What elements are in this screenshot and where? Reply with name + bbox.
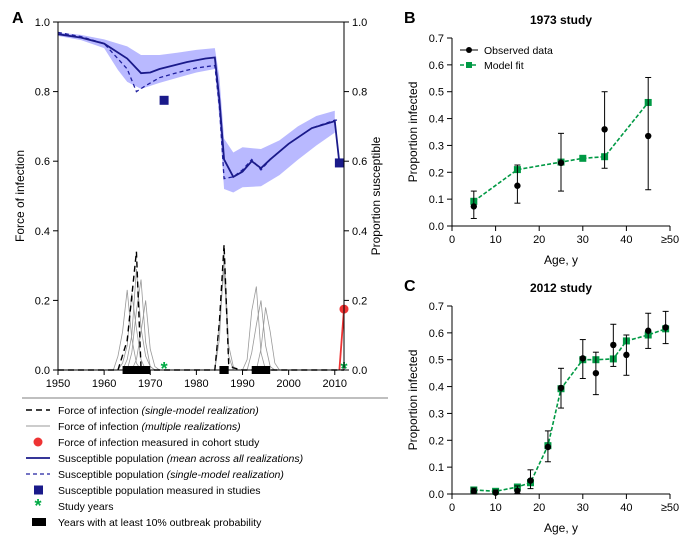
panel-a-chart: * * 1950 1960 1970 1980 1990 2000 2010 0.0 0.0 0.2 0… xyxy=(10,10,390,545)
svg-text:2012 study: 2012 study xyxy=(530,281,592,295)
svg-text:0.5: 0.5 xyxy=(429,87,444,99)
svg-text:1.0: 1.0 xyxy=(352,17,367,29)
svg-text:Susceptible population measure: Susceptible population measured in studi… xyxy=(58,485,261,497)
svg-text:Proportion infected: Proportion infected xyxy=(406,82,420,183)
svg-text:0.4: 0.4 xyxy=(352,226,367,238)
svg-text:0.0: 0.0 xyxy=(429,221,444,233)
svg-text:Years with at least 10% outbre: Years with at least 10% outbreak probabi… xyxy=(58,517,262,529)
svg-text:1973 study: 1973 study xyxy=(530,13,592,27)
svg-text:1990: 1990 xyxy=(230,378,254,390)
svg-text:0.4: 0.4 xyxy=(429,114,444,126)
svg-text:40: 40 xyxy=(620,502,632,514)
svg-text:0.3: 0.3 xyxy=(429,408,444,420)
panel-b-label: B xyxy=(404,10,416,28)
svg-text:0.2: 0.2 xyxy=(352,295,367,307)
svg-text:1960: 1960 xyxy=(92,378,116,390)
svg-text:0.3: 0.3 xyxy=(429,140,444,152)
svg-text:0.6: 0.6 xyxy=(352,156,367,168)
svg-text:20: 20 xyxy=(533,502,545,514)
svg-text:0.0: 0.0 xyxy=(429,489,444,501)
svg-text:Force of infection measured in: Force of infection measured in cohort st… xyxy=(58,437,260,449)
svg-text:0.6: 0.6 xyxy=(429,328,444,340)
svg-text:10: 10 xyxy=(489,502,501,514)
svg-text:*: * xyxy=(34,496,41,516)
svg-text:0: 0 xyxy=(449,234,455,246)
svg-text:0.6: 0.6 xyxy=(35,156,50,168)
small-chart: 1973 study 0 10 20 30 40 ≥50 0.0 0.1 0.2 0.3 0.4 0.5… xyxy=(402,10,682,270)
svg-text:0.8: 0.8 xyxy=(35,87,50,99)
svg-text:0.5: 0.5 xyxy=(429,355,444,367)
svg-text:0.7: 0.7 xyxy=(429,33,444,45)
svg-text:Age, y: Age, y xyxy=(544,521,578,535)
svg-text:1950: 1950 xyxy=(46,378,70,390)
svg-text:0.0: 0.0 xyxy=(352,365,367,377)
svg-text:0.4: 0.4 xyxy=(35,226,50,238)
svg-text:0.2: 0.2 xyxy=(429,435,444,447)
svg-text:1970: 1970 xyxy=(138,378,162,390)
svg-text:30: 30 xyxy=(577,502,589,514)
panel-c: C 2012 study 0 10 20 30 40 ≥50 0.0 0.1 0.2 0.3 0.4 0… xyxy=(402,278,686,538)
svg-text:*: * xyxy=(161,359,168,379)
panel-c-label: C xyxy=(404,278,416,296)
svg-text:0.7: 0.7 xyxy=(429,301,444,313)
svg-text:Age, y: Age, y xyxy=(544,253,578,267)
svg-text:0.2: 0.2 xyxy=(429,167,444,179)
svg-text:0.1: 0.1 xyxy=(429,194,444,206)
small-chart: 2012 study 0 10 20 30 40 ≥50 0.0 0.1 0.2 0.3 0.4 0.5… xyxy=(402,278,682,538)
svg-text:2010: 2010 xyxy=(323,378,347,390)
svg-text:Force of infection: Force of infection xyxy=(13,150,27,242)
svg-text:0.2: 0.2 xyxy=(35,295,50,307)
svg-text:1980: 1980 xyxy=(184,378,208,390)
svg-text:0.1: 0.1 xyxy=(429,462,444,474)
panel-b: B 1973 study 0 10 20 30 40 ≥50 0.0 0.1 0.2 0.3 0.4 0… xyxy=(402,10,686,270)
svg-text:Force of infection (multiple r: Force of infection (multiple realization… xyxy=(58,421,241,433)
svg-text:Susceptible population (single: Susceptible population (single-model rea… xyxy=(58,469,284,481)
svg-text:1.0: 1.0 xyxy=(35,17,50,29)
svg-text:Proportion infected: Proportion infected xyxy=(406,350,420,451)
svg-text:10: 10 xyxy=(489,234,501,246)
svg-text:0.6: 0.6 xyxy=(429,60,444,72)
svg-text:0.4: 0.4 xyxy=(429,382,444,394)
svg-text:Observed data: Observed data xyxy=(484,45,553,57)
svg-text:20: 20 xyxy=(533,234,545,246)
svg-text:Force of infection (single-mod: Force of infection (single-model realiza… xyxy=(58,405,259,417)
svg-text:Study years: Study years xyxy=(58,501,113,513)
panel-a-label: A xyxy=(12,10,24,28)
svg-text:0.0: 0.0 xyxy=(35,365,50,377)
panel-a: A * * 1950 1960 1970 1980 1990 2000 2010 0.0 0.0 0.… xyxy=(10,10,402,545)
svg-text:Proportion susceptible: Proportion susceptible xyxy=(369,136,383,255)
svg-text:0: 0 xyxy=(449,502,455,514)
svg-text:0.8: 0.8 xyxy=(352,87,367,99)
svg-text:30: 30 xyxy=(577,234,589,246)
svg-text:≥50: ≥50 xyxy=(661,234,679,246)
svg-text:Susceptible population (mean a: Susceptible population (mean across all … xyxy=(58,453,303,465)
svg-text:2000: 2000 xyxy=(276,378,300,390)
svg-text:≥50: ≥50 xyxy=(661,502,679,514)
svg-text:Model fit: Model fit xyxy=(484,60,524,72)
svg-text:40: 40 xyxy=(620,234,632,246)
